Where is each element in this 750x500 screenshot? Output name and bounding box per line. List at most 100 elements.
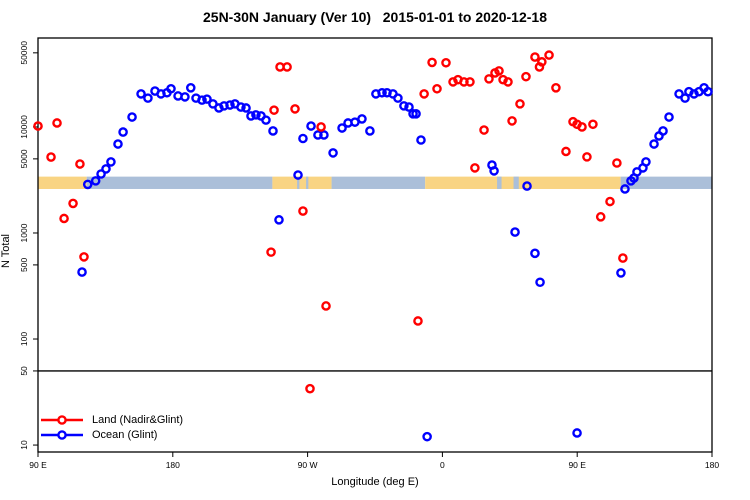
chart-title: 25N-30N January (Ver 10) 2015-01-01 to 2… xyxy=(203,9,547,25)
scatter-point-ocean xyxy=(143,93,153,103)
scatter-point-land xyxy=(582,152,592,162)
scatter-point-land xyxy=(618,253,628,263)
y-axis-tick-label: 500 xyxy=(19,258,29,272)
scatter-point-land xyxy=(419,89,429,99)
scatter-point-land xyxy=(612,158,622,168)
scatter-point-ocean xyxy=(357,114,367,124)
x-axis-tick-label: 90 E xyxy=(29,460,47,470)
scatter-point-land xyxy=(588,119,598,130)
scatter-point-land xyxy=(521,71,531,82)
scatter-point-land xyxy=(544,50,554,60)
map-strip-land-segment xyxy=(272,176,332,189)
scatter-point-ocean xyxy=(246,111,256,121)
scatter-point-ocean xyxy=(411,109,421,119)
scatter-point-ocean xyxy=(404,102,414,112)
scatter-point-ocean xyxy=(393,93,403,103)
scatter-point-land xyxy=(507,116,517,126)
scatter-point-land xyxy=(494,66,504,76)
x-axis-tick-label: 90 E xyxy=(568,460,586,470)
scatter-point-land xyxy=(470,163,480,173)
scatter-point-ocean xyxy=(489,166,499,176)
scatter-point-land xyxy=(52,118,62,128)
scatter-point-ocean xyxy=(274,215,284,225)
x-axis-tick-label: 180 xyxy=(166,460,180,470)
scatter-point-ocean xyxy=(530,248,540,259)
scatter-point-ocean xyxy=(328,148,338,158)
scatter-point-ocean xyxy=(77,267,87,277)
scatter-point-ocean xyxy=(101,164,111,174)
y-axis-tick-label: 50000 xyxy=(19,41,29,65)
scatter-point-ocean xyxy=(127,112,137,122)
scatter-point-ocean xyxy=(313,130,323,140)
scatter-point-land xyxy=(595,212,606,222)
scatter-point-land xyxy=(321,301,331,311)
map-strip-ocean-segment xyxy=(306,176,309,189)
scatter-point-ocean xyxy=(118,127,128,137)
map-strip-land-segment xyxy=(425,176,621,189)
scatter-point-land xyxy=(305,383,315,394)
scatter-point-land xyxy=(68,198,78,209)
y-axis-tick-label: 50 xyxy=(19,366,29,376)
scatter-point-ocean xyxy=(649,139,659,149)
scatter-point-ocean xyxy=(225,100,235,110)
scatter-point-land xyxy=(75,159,85,169)
scatter-point-ocean xyxy=(113,139,123,149)
scatter-point-ocean xyxy=(202,94,212,104)
scatter-point-ocean xyxy=(337,123,347,133)
scatter-point-ocean xyxy=(680,93,690,103)
map-strip-ocean-segment xyxy=(497,176,502,189)
scatter-point-ocean xyxy=(106,157,116,167)
scatter-point-land xyxy=(484,74,494,84)
plot-border xyxy=(37,37,713,453)
scatter-point-land xyxy=(465,77,475,87)
scatter-point-ocean xyxy=(616,268,626,278)
y-axis-tick-label: 100 xyxy=(19,332,29,346)
scatter-point-ocean xyxy=(664,112,674,122)
scatter-point-land xyxy=(413,316,423,326)
scatter-point-ocean xyxy=(268,126,278,136)
scatter-point-ocean xyxy=(522,181,532,191)
scatter-point-ocean xyxy=(90,176,101,186)
scatter-point-ocean xyxy=(241,103,251,113)
y-axis-tick-label: 1000 xyxy=(19,223,29,242)
scatter-point-land xyxy=(503,77,513,87)
scatter-point-land xyxy=(59,213,69,224)
scatter-point-ocean xyxy=(510,227,520,237)
scatter-point-land xyxy=(316,122,326,132)
scatter-point-ocean xyxy=(293,170,303,180)
scatter-point-land xyxy=(33,121,43,131)
map-strip-ocean-segment xyxy=(620,176,712,189)
y-axis-tick-label: 10000 xyxy=(19,115,29,139)
scatter-point-ocean xyxy=(620,184,630,194)
scatter-point-ocean xyxy=(180,92,190,102)
scatter-point-ocean xyxy=(136,89,146,99)
scatter-point-ocean xyxy=(261,115,271,125)
scatter-point-land xyxy=(479,125,489,135)
scatter-point-ocean xyxy=(422,431,432,442)
scatter-point-ocean xyxy=(377,87,387,98)
map-strip-land-segment xyxy=(38,176,87,189)
scatter-point-land xyxy=(79,252,89,262)
scatter-point-land xyxy=(46,152,56,162)
scatter-point-land xyxy=(605,196,615,207)
y-axis-tick-label: 5000 xyxy=(19,149,29,168)
x-axis-title: Longitude (deg E) xyxy=(331,476,419,488)
scatter-point-ocean xyxy=(674,89,684,99)
scatter-point-ocean xyxy=(82,179,93,190)
scatter-point-land xyxy=(551,82,561,93)
legend-item-ocean: Ocean (Glint) xyxy=(40,427,183,442)
ocean-series-key-icon xyxy=(41,429,83,440)
scatter-point-land xyxy=(515,99,525,109)
scatter-point-ocean xyxy=(236,102,246,112)
map-strip-ocean-segment xyxy=(86,176,273,189)
scatter-point-land xyxy=(266,247,276,257)
x-axis-tick-label: 90 W xyxy=(298,460,318,470)
y-axis-tick-label: 10 xyxy=(19,440,29,450)
scatter-point-ocean xyxy=(399,101,409,111)
scatter-point-ocean xyxy=(251,110,261,120)
scatter-point-ocean xyxy=(96,169,106,179)
scatter-point-land xyxy=(459,77,469,87)
scatter-point-ocean xyxy=(306,121,316,131)
